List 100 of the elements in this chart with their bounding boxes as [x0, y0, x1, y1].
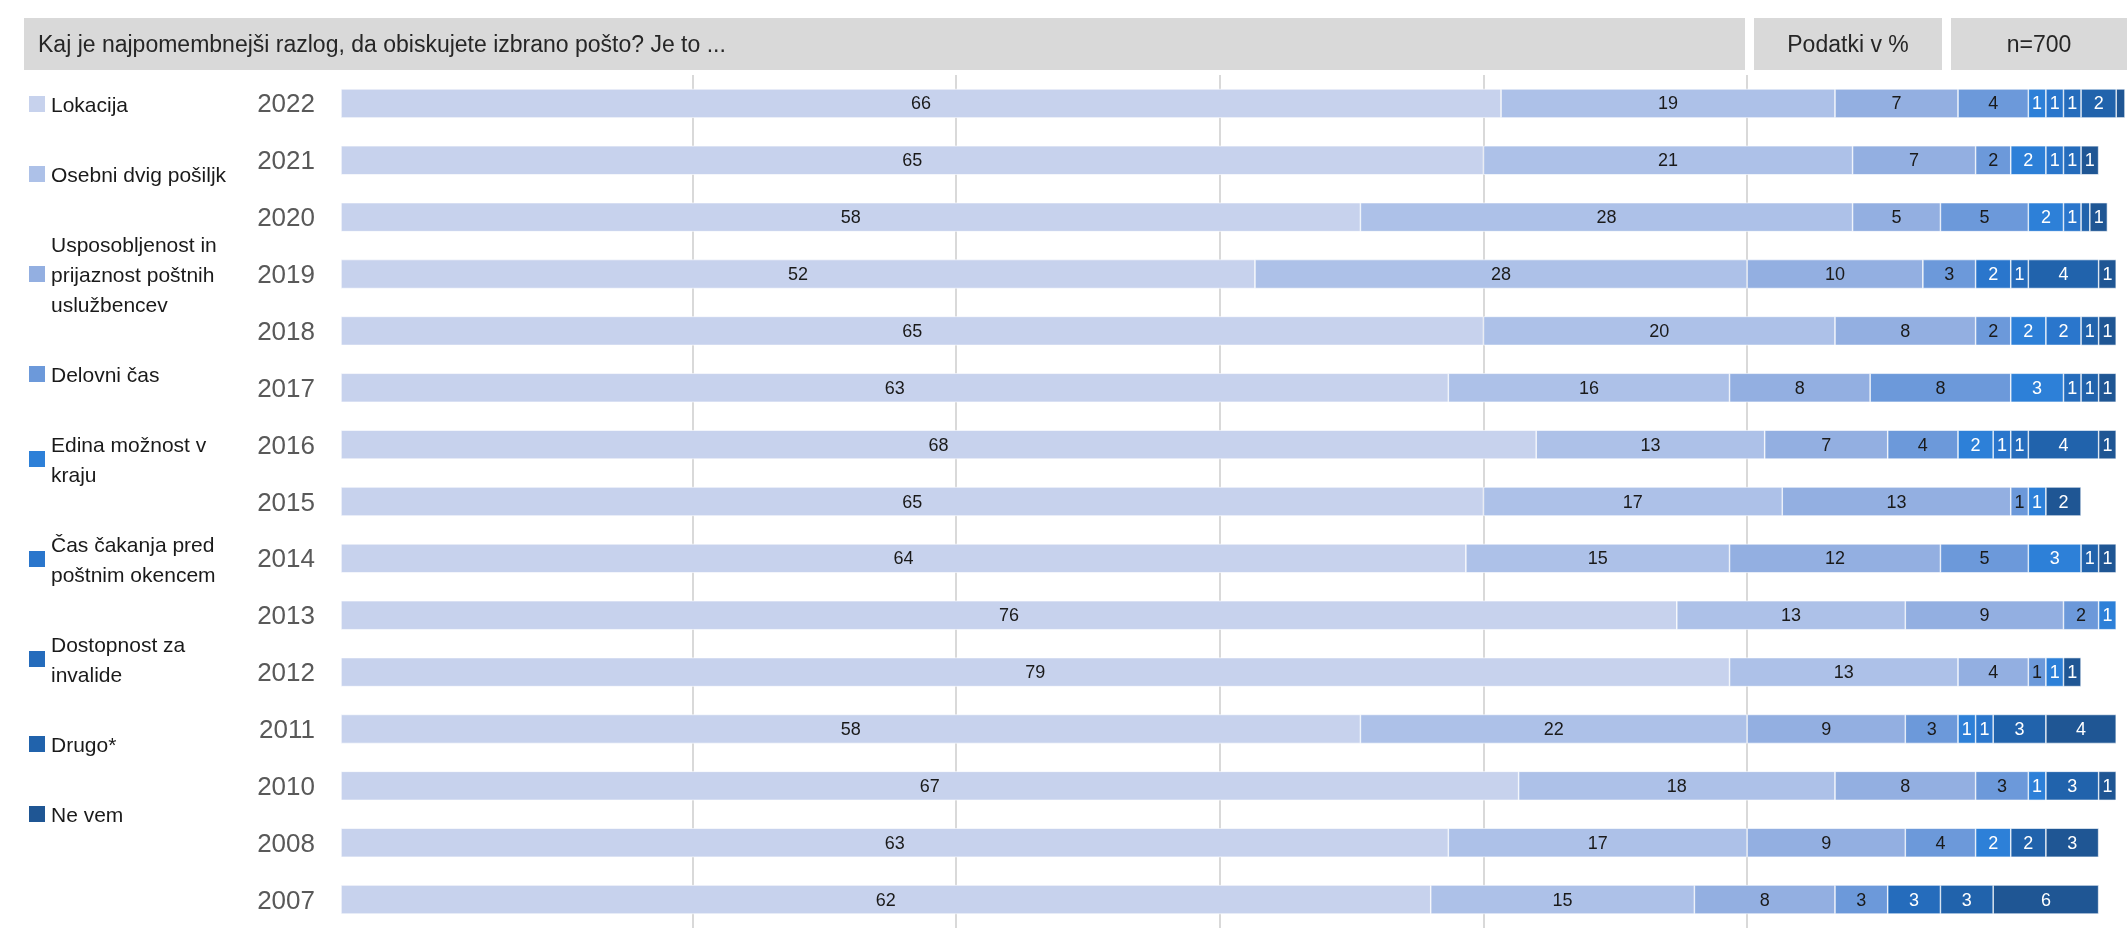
- data-label: 8: [1759, 889, 1770, 910]
- data-label: 1: [2102, 377, 2113, 398]
- legend-label: Drugo*: [51, 732, 117, 756]
- data-label: 4: [1917, 434, 1928, 455]
- data-label: 2: [2040, 207, 2051, 228]
- data-label: 13: [1781, 605, 1802, 626]
- data-label: 1: [2014, 264, 2025, 285]
- data-label: 1: [2049, 150, 2060, 171]
- chart-title: Kaj je najpomembnejši razlog, da obiskujete izbrano pošto? Je to ...: [38, 31, 726, 57]
- y-tick-label: 2021: [257, 145, 315, 176]
- y-tick-label: 2018: [257, 315, 315, 346]
- data-label: 1: [2093, 207, 2104, 228]
- data-label: 2: [1988, 320, 1999, 341]
- data-label: 7: [1891, 93, 1902, 114]
- data-label: 12: [1824, 548, 1846, 569]
- data-label: 65: [902, 150, 923, 171]
- data-label: 3: [1909, 889, 1920, 910]
- data-label: 65: [902, 320, 923, 341]
- data-label: 2: [2076, 605, 2087, 626]
- legend-label: Delovni čas: [51, 362, 160, 386]
- data-label: 52: [787, 264, 808, 285]
- y-tick-label: 2008: [257, 827, 315, 858]
- data-label: 4: [1988, 93, 1999, 114]
- data-label: 1: [2102, 434, 2113, 455]
- data-label: 4: [2058, 264, 2069, 285]
- text: Podatki v %: [1787, 31, 1909, 57]
- data-label: 17: [1622, 491, 1643, 512]
- y-tick-label: 2007: [257, 884, 315, 915]
- data-label: 1: [2084, 320, 2095, 341]
- data-label: 8: [1935, 377, 1946, 398]
- data-label: 2: [2058, 491, 2069, 512]
- data-label: 1: [2014, 434, 2025, 455]
- data-label: 2: [2023, 150, 2034, 171]
- data-label: 19: [1658, 93, 1679, 114]
- data-label: 3: [2049, 548, 2060, 569]
- data-label: 1: [2102, 264, 2113, 285]
- data-label: 10: [1824, 264, 1846, 285]
- data-label: 1: [2032, 775, 2043, 796]
- data-label: 3: [1961, 889, 1972, 910]
- legend-label: Čas čakanja pred poštnim okencem: [51, 532, 221, 586]
- data-label: 9: [1979, 605, 1990, 626]
- data-label: 18: [1666, 775, 1687, 796]
- data-label: 58: [840, 718, 861, 739]
- data-label: 15: [1552, 889, 1573, 910]
- data-label: 3: [1926, 718, 1937, 739]
- data-label: 76: [998, 605, 1019, 626]
- legend-label: Edina možnost v kraju: [51, 432, 213, 486]
- data-label: 3: [1944, 264, 1955, 285]
- data-label: 1: [2032, 93, 2043, 114]
- data-label: 1: [2049, 662, 2060, 683]
- data-label: 67: [919, 775, 940, 796]
- legend-label: Usposobljenost in prijaznost poštnih uslužbencev: [51, 232, 223, 316]
- data-label: 21: [1658, 150, 1679, 171]
- data-label: 58: [840, 207, 861, 228]
- data-label: 1: [2102, 605, 2113, 626]
- data-label: 22: [1543, 718, 1564, 739]
- data-label: 1: [2102, 548, 2113, 569]
- text: n=700: [2006, 31, 2072, 57]
- y-tick-label: 2019: [257, 259, 315, 290]
- y-tick-label: 2020: [257, 202, 315, 233]
- data-label: 3: [1856, 889, 1867, 910]
- data-label: 1: [2014, 491, 2025, 512]
- data-label: 79: [1025, 662, 1046, 683]
- y-tick-label: 2012: [257, 657, 315, 688]
- data-label: 1: [2102, 320, 2113, 341]
- data-label: 1: [1996, 434, 2007, 455]
- data-label: 3: [2032, 377, 2043, 398]
- data-label: 1: [2067, 93, 2078, 114]
- data-label: 13: [1833, 662, 1854, 683]
- data-label: 28: [1491, 264, 1512, 285]
- data-label: 13: [1640, 434, 1661, 455]
- data-label: 1: [2067, 377, 2078, 398]
- data-label: 3: [1996, 775, 2007, 796]
- data-label: 63: [884, 377, 905, 398]
- data-label: 1: [2102, 775, 2113, 796]
- data-label: 66: [911, 93, 932, 114]
- data-label: 2: [1988, 832, 1999, 853]
- data-label: 1: [2067, 150, 2078, 171]
- data-label: 7: [1821, 434, 1832, 455]
- data-label: 2: [1988, 264, 1999, 285]
- data-label: 8: [1794, 377, 1805, 398]
- data-label: 2: [2023, 320, 2034, 341]
- data-label: 9: [1821, 832, 1832, 853]
- data-label: 4: [2076, 718, 2087, 739]
- data-label: 20: [1649, 320, 1670, 341]
- data-label: 28: [1596, 207, 1617, 228]
- data-label: 7: [1909, 150, 1920, 171]
- data-label: 1: [2084, 548, 2095, 569]
- y-tick-label: 2010: [257, 770, 315, 801]
- y-tick-label: 2014: [257, 543, 315, 574]
- data-label: 1: [2049, 93, 2060, 114]
- data-label: 3: [2067, 775, 2078, 796]
- legend-label: Dostopnost za invalide: [51, 632, 192, 686]
- data-label: 1: [2084, 377, 2095, 398]
- y-tick-label: 2017: [257, 372, 315, 403]
- legend-label: Ne vem: [51, 802, 124, 826]
- data-label: 1: [2084, 150, 2095, 171]
- y-tick-label: 2011: [259, 713, 315, 744]
- data-label: 1: [2032, 491, 2043, 512]
- data-label: 1: [2067, 207, 2078, 228]
